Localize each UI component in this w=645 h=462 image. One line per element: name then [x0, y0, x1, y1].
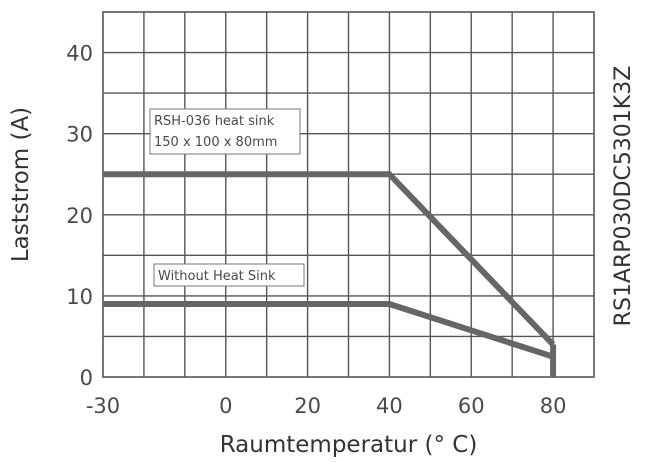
plot-frame [102, 11, 595, 378]
series-annotation-1: RSH-036 heat sink 150 x 100 x 80mm [149, 108, 301, 155]
annotation-box [149, 108, 301, 155]
annotation-text: RSH-036 heat sink [154, 114, 275, 129]
x-tick-label: -30 [86, 394, 120, 418]
x-tick-label: 60 [458, 394, 485, 418]
y-tick-label: 30 [66, 123, 93, 147]
annotation-layer: RSH-036 heat sink 150 x 100 x 80mm Without… [149, 108, 305, 287]
annotation-text: Without Heat Sink [158, 269, 276, 284]
x-tick-label: 80 [540, 394, 567, 418]
grid [103, 12, 594, 377]
y-tick-label: 20 [66, 204, 93, 228]
annotation-box [153, 263, 305, 287]
series-layer [103, 171, 557, 377]
x-tick-labels: -30 0 20 40 60 80 [86, 394, 567, 418]
y-tick-label: 40 [66, 42, 93, 66]
series-line-1 [103, 171, 556, 347]
y-tick-labels: 0 10 20 30 40 [66, 42, 93, 390]
x-axis-label: Raumtemperatur (° C) [220, 432, 478, 458]
y-tick-label: 10 [66, 285, 93, 309]
y-tick-label: 0 [80, 366, 93, 390]
annotation-text: 150 x 100 x 80mm [154, 135, 277, 150]
part-number-label: RS1ARP030DC5301K3Z [611, 66, 636, 327]
y-axis-label: Laststrom (A) [8, 107, 34, 262]
x-tick-label: 40 [376, 394, 403, 418]
series-annotation-2: Without Heat Sink [153, 263, 305, 287]
series-line-2 [103, 301, 555, 360]
x-tick-label: 20 [294, 394, 321, 418]
x-tick-label: 0 [219, 394, 232, 418]
